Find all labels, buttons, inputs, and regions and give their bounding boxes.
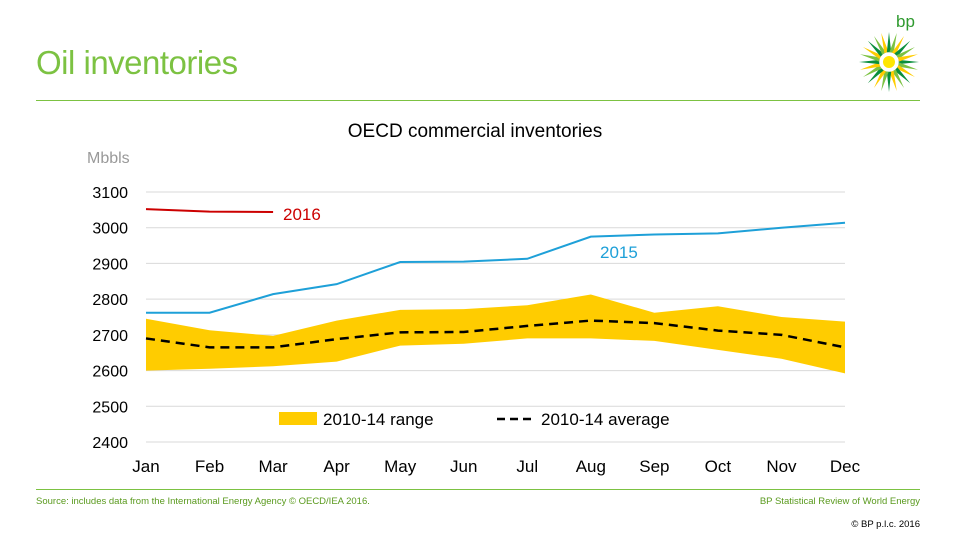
logo-petal: [867, 40, 884, 57]
logo-petal: [897, 62, 918, 70]
series-line-2016: [145, 208, 274, 213]
publication-name: BP Statistical Review of World Energy: [759, 496, 920, 507]
y-tick-label: 3100: [92, 185, 128, 202]
y-tick-label: 2400: [92, 435, 128, 452]
oecd-inventories-chart: OECD commercial inventories Mbbls 2400 25…: [87, 121, 861, 476]
header-divider: [36, 100, 920, 101]
legend-label-average: 2010-14 average: [541, 410, 670, 429]
page-title: Oil inventories: [36, 44, 238, 81]
logo-petal: [860, 54, 881, 62]
logo-petal: [897, 54, 918, 62]
x-tick-label: Jan: [132, 457, 159, 476]
series-line-2015: [146, 221, 846, 314]
x-tick-label: Feb: [195, 457, 224, 476]
x-tick-label: May: [384, 457, 417, 476]
logo-petal: [881, 70, 889, 91]
logo-petal: [894, 67, 911, 84]
bp-logo-text: bp: [896, 12, 915, 31]
logo-petal: [898, 59, 919, 65]
logo-petal: [896, 64, 915, 77]
y-tick-label: 2900: [92, 256, 128, 273]
x-tick-label: Oct: [705, 457, 732, 476]
logo-petal: [867, 67, 884, 84]
y-tick-label: 2500: [92, 399, 128, 416]
logo-petal: [891, 36, 904, 55]
logo-petal: [860, 62, 881, 70]
x-tick-label: Jun: [450, 457, 477, 476]
logo-petal: [863, 64, 882, 77]
copyright-note: © BP p.l.c. 2016: [851, 519, 920, 530]
logo-petal: [859, 59, 880, 65]
y-tick-label: 3000: [92, 221, 128, 238]
logo-petal: [874, 69, 887, 88]
logo-petal: [894, 40, 911, 57]
x-tick-label: Dec: [830, 457, 861, 476]
bp-helios-logo-icon: [859, 32, 919, 92]
source-note: Source: includes data from the Internati…: [36, 496, 370, 507]
logo-petal: [886, 32, 892, 53]
y-tick-label: 2700: [92, 328, 128, 345]
chart-title: OECD commercial inventories: [348, 121, 602, 142]
series-line-2010-14 average: [145, 319, 846, 349]
x-tick-label: Nov: [766, 457, 797, 476]
y-tick-label: 2800: [92, 292, 128, 309]
legend-label-range: 2010-14 range: [323, 410, 434, 429]
x-tick-label: Apr: [323, 457, 350, 476]
logo-petal: [874, 36, 887, 55]
y-axis-unit-label: Mbbls: [87, 150, 130, 167]
legend-swatch-range: [279, 412, 317, 425]
x-tick-label: Jul: [516, 457, 538, 476]
range-band: [146, 294, 845, 374]
footer-divider: [36, 489, 920, 490]
y-tick-label: 2600: [92, 364, 128, 381]
x-tick-label: Sep: [639, 457, 669, 476]
series-label-2016: 2016: [283, 205, 321, 224]
series-label-2015: 2015: [600, 243, 638, 262]
x-tick-label: Aug: [576, 457, 606, 476]
x-tick-label: Mar: [258, 457, 288, 476]
logo-petal: [881, 33, 889, 54]
logo-petal: [896, 47, 915, 60]
logo-petal: [886, 71, 892, 92]
logo-petal: [863, 47, 882, 60]
logo-petal: [891, 69, 904, 88]
logo-petal: [889, 33, 897, 54]
logo-petal: [889, 70, 897, 91]
